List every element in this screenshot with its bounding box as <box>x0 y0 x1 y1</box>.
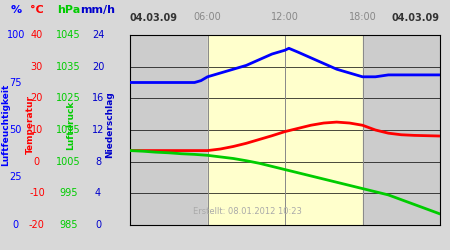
Bar <box>363 35 440 225</box>
Text: 985: 985 <box>59 220 78 230</box>
Text: 1015: 1015 <box>56 125 81 135</box>
Bar <box>130 35 207 225</box>
Text: 1025: 1025 <box>56 93 81 103</box>
Text: 0: 0 <box>95 220 101 230</box>
Text: -20: -20 <box>29 220 45 230</box>
Text: 50: 50 <box>9 125 22 135</box>
Text: Temperatur: Temperatur <box>26 96 35 154</box>
Text: °C: °C <box>30 5 44 15</box>
Text: 20: 20 <box>31 93 43 103</box>
Text: 1005: 1005 <box>56 157 81 167</box>
Text: 0: 0 <box>13 220 19 230</box>
Text: 4: 4 <box>95 188 101 198</box>
Text: 16: 16 <box>92 93 104 103</box>
Text: 25: 25 <box>9 172 22 182</box>
Text: Erstellt: 08.01.2012 10:23: Erstellt: 08.01.2012 10:23 <box>194 206 302 216</box>
Text: 20: 20 <box>92 62 104 72</box>
Text: 30: 30 <box>31 62 43 72</box>
Text: -10: -10 <box>29 188 45 198</box>
Text: Luftfeuchtigkeit: Luftfeuchtigkeit <box>1 84 10 166</box>
Text: 04.03.09: 04.03.09 <box>392 12 440 22</box>
Text: %: % <box>10 5 21 15</box>
Text: 1045: 1045 <box>56 30 81 40</box>
Text: Luftdruck: Luftdruck <box>67 100 76 150</box>
Bar <box>207 35 363 225</box>
Text: 24: 24 <box>92 30 104 40</box>
Text: mm/h: mm/h <box>81 5 116 15</box>
Text: 100: 100 <box>7 30 25 40</box>
Text: 12: 12 <box>92 125 104 135</box>
Text: 0: 0 <box>34 157 40 167</box>
Text: 1035: 1035 <box>56 62 81 72</box>
Text: 04.03.09: 04.03.09 <box>130 12 178 22</box>
Text: 06:00: 06:00 <box>194 12 221 22</box>
Text: 10: 10 <box>31 125 43 135</box>
Text: 75: 75 <box>9 78 22 88</box>
Text: 995: 995 <box>59 188 78 198</box>
Text: hPa: hPa <box>57 5 80 15</box>
Text: 18:00: 18:00 <box>349 12 376 22</box>
Text: 8: 8 <box>95 157 101 167</box>
Text: 40: 40 <box>31 30 43 40</box>
Text: 12:00: 12:00 <box>271 12 299 22</box>
Text: Niederschlag: Niederschlag <box>105 92 114 158</box>
